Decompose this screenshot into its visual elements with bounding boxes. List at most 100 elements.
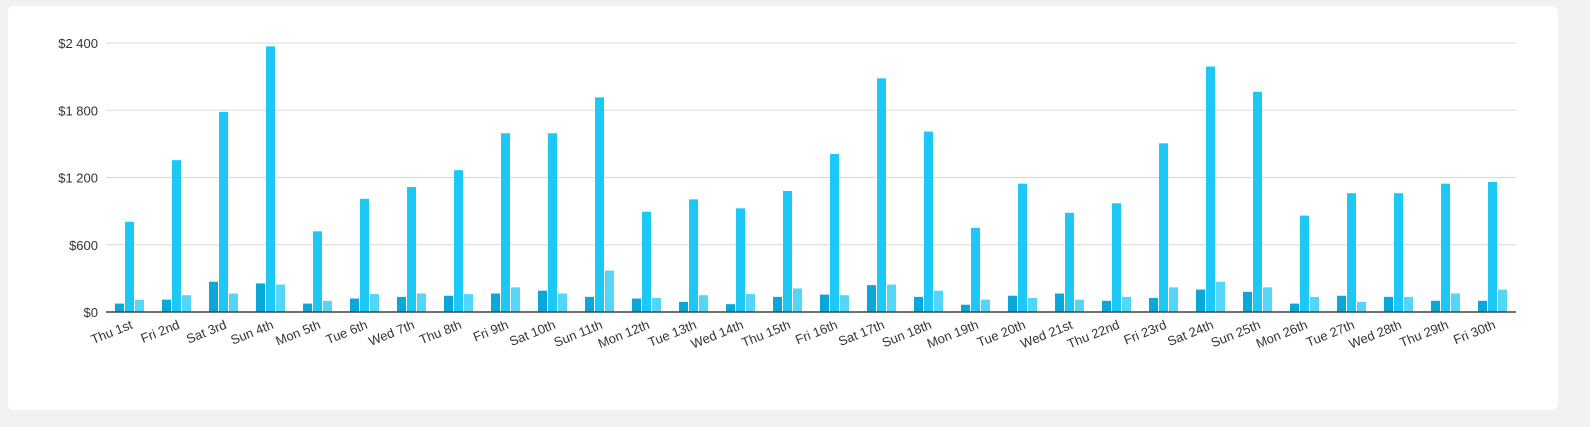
x-tick-label: Mon 19th [925,317,981,351]
bar [679,301,688,312]
x-tick-label: Thu 15th [739,317,792,350]
bar [1243,291,1252,312]
x-tick-label: Sat 24th [1165,317,1216,349]
bar [1357,301,1366,312]
bar [229,293,238,312]
bar [783,190,792,312]
y-tick-label: $2 400 [58,36,98,51]
bar [1404,296,1413,312]
bar [736,208,745,312]
bar [1102,300,1111,312]
bar [370,294,379,312]
bar [689,199,698,312]
bar [887,284,896,312]
y-tick-label: $1 800 [58,103,98,118]
bar [454,170,463,312]
bar [350,298,359,312]
bar [491,293,500,312]
x-tick-label: Tue 6th [324,317,370,347]
bar [313,231,322,312]
bar [1206,66,1215,312]
bar [793,288,802,312]
bar [1253,91,1262,312]
chart-card: $0 $600 $1 200 $1 800 $2 400 Thu 1st Fri 2nd S… [8,6,1558,410]
bar-chart: $0$600$1 200$1 800$2 400 Thu 1st Fri 2nd S… [58,36,1516,352]
bar [1478,300,1487,312]
bar [558,293,567,312]
bar [417,293,426,312]
bar [115,303,124,312]
bar [934,290,943,312]
bar [219,111,228,313]
y-axis-tick-labels: $0 $600 $1 200 $1 800 $2 400 [58,36,98,320]
x-tick-label: Mon 26th [1254,317,1310,351]
bar [773,296,782,312]
bar [971,227,980,312]
bar [548,133,557,312]
bar [511,287,520,312]
bar [867,285,876,312]
bar [1347,193,1356,312]
x-tick-label: Sun 4th [228,317,275,348]
x-tick-label: Wed 21st [1018,317,1075,352]
bar [1149,297,1158,312]
x-tick-label: Thu 1st [89,317,135,347]
bar [1488,181,1497,312]
bar [877,78,886,313]
bar [1112,203,1121,312]
x-tick-label: Sun 18th [880,317,934,350]
bar [961,304,970,312]
bar [360,198,369,312]
bar [1498,289,1507,312]
bar [914,296,923,312]
bar [1216,281,1225,312]
bar [1055,293,1064,312]
bar [1300,215,1309,312]
bar [1159,143,1168,312]
bar [172,160,181,312]
bar [1122,296,1131,312]
bar [699,295,708,312]
bar [652,297,661,312]
bar [595,97,604,313]
bar [538,290,547,312]
bar [125,221,134,312]
x-tick-label: Sat 17th [836,317,887,349]
bar [1431,300,1440,312]
y-tick-label: $0 [84,305,98,320]
bar [1394,193,1403,312]
x-tick-label: Fri 23rd [1121,317,1168,348]
y-tick-label: $1 200 [58,171,98,186]
bar [1065,212,1074,312]
bars [115,46,1507,313]
x-tick-label: Fri 2nd [138,317,181,346]
bar [924,131,933,312]
x-tick-label: Fri 16th [793,317,839,347]
bar [726,304,735,312]
bar [1075,299,1084,312]
bar [840,295,849,312]
x-tick-label: Tue 20th [975,317,1028,350]
x-tick-label: Thu 22nd [1065,317,1122,351]
bar [397,296,406,312]
bar [585,296,594,312]
x-tick-label: Sat 10th [507,317,558,349]
bar [1008,295,1017,312]
bar [1290,303,1299,312]
x-tick-label: Thu 8th [417,317,464,347]
bar [1310,296,1319,312]
bar [209,281,218,312]
bar [820,294,829,312]
bar [323,300,332,312]
bar [135,299,144,312]
bar [830,153,839,312]
x-tick-label: Fri 30th [1451,317,1497,347]
bar [162,299,171,312]
bar [276,284,285,312]
bar [266,46,275,313]
bar [1018,183,1027,312]
bar [605,270,614,312]
x-tick-label: Wed 7th [366,317,416,349]
x-tick-label: Wed 28th [1347,317,1404,352]
